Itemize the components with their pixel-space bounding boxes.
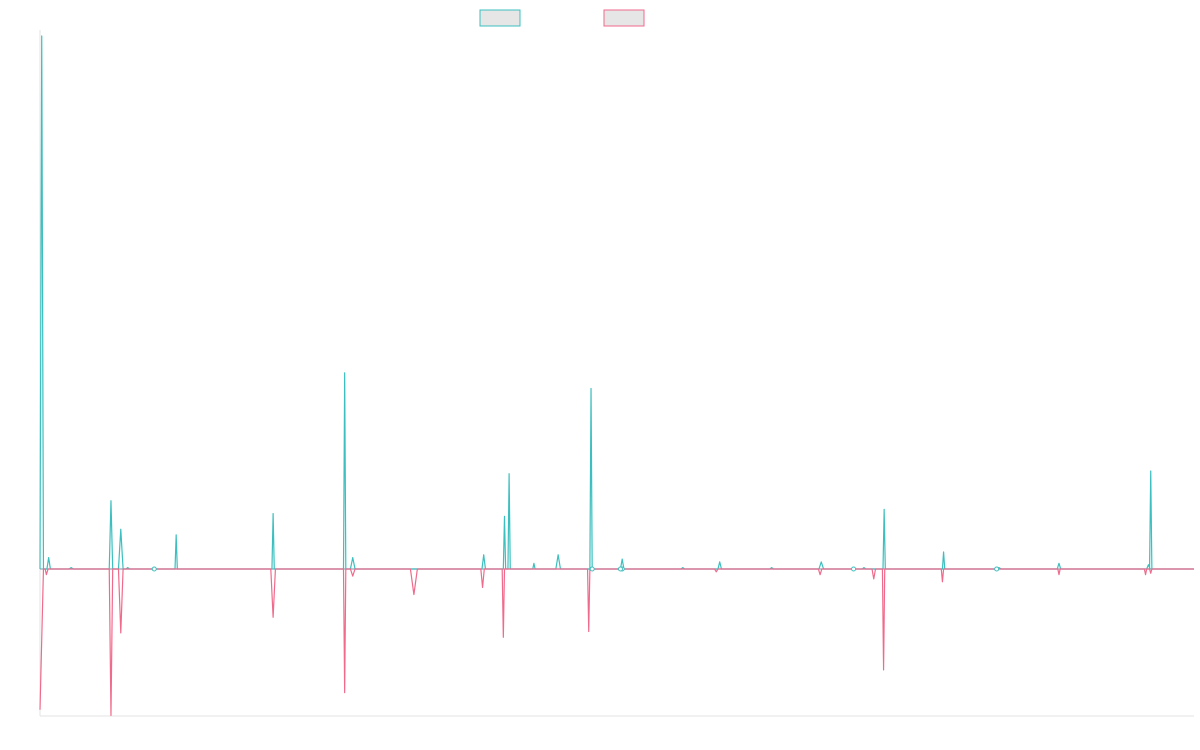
legend-swatch-1[interactable]	[479, 9, 521, 27]
axes	[39, 30, 1194, 717]
legend-swatch-2[interactable]	[603, 9, 645, 27]
series-marker	[589, 566, 595, 572]
series-marker	[994, 566, 1000, 572]
series-line-1	[39, 35, 1194, 570]
series-marker	[851, 566, 857, 572]
series-group	[39, 35, 1194, 717]
series-line-2	[39, 568, 1194, 717]
legend[interactable]	[479, 9, 645, 27]
series-marker	[617, 566, 623, 572]
series-marker	[151, 566, 157, 572]
